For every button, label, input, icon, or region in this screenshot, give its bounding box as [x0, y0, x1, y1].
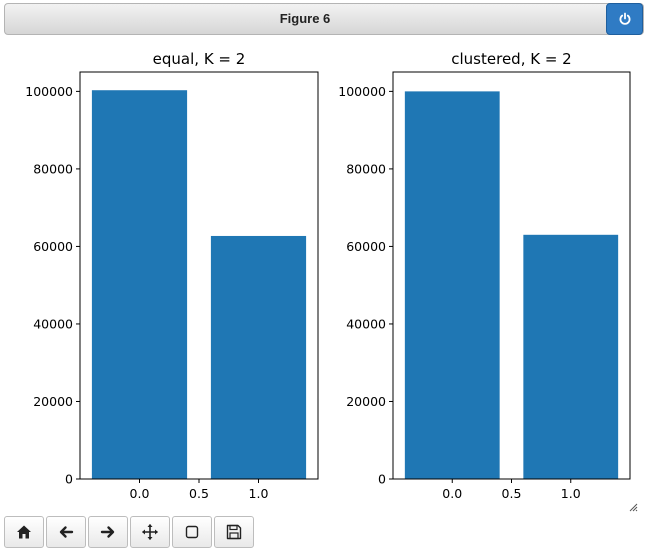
- zoom-button[interactable]: [172, 516, 212, 548]
- y-tick-label: 100000: [25, 84, 73, 99]
- move-icon: [142, 524, 158, 540]
- figure-canvas[interactable]: equal, K = 2 0 20000 40000 60000 80000 100000 0…: [0, 40, 654, 510]
- x-tick-label: 0.5: [502, 486, 522, 501]
- home-button[interactable]: [4, 516, 44, 548]
- y-tick-label: 20000: [346, 394, 386, 409]
- back-button[interactable]: [46, 516, 86, 548]
- y-tick-label: 0: [378, 472, 386, 487]
- zoom-rect-icon: [185, 525, 199, 539]
- arrow-left-icon: [59, 526, 74, 538]
- bar-1: [91, 90, 188, 480]
- resize-grip-icon[interactable]: [628, 502, 638, 512]
- arrow-right-icon: [100, 526, 115, 538]
- home-icon: [17, 525, 31, 539]
- pan-button[interactable]: [130, 516, 170, 548]
- bar-1: [404, 91, 500, 479]
- y-tick-label: 0: [65, 472, 73, 487]
- x-tick-label: 1.0: [249, 486, 269, 501]
- y-tick-label: 20000: [33, 394, 73, 409]
- x-tick-label: 0.0: [442, 486, 462, 501]
- y-tick-label: 40000: [33, 316, 73, 331]
- bar-2: [523, 234, 619, 479]
- y-tick-label: 80000: [33, 161, 73, 176]
- save-icon: [226, 524, 242, 540]
- x-tick-label: 0.5: [189, 486, 209, 501]
- y-tick-label: 60000: [33, 239, 73, 254]
- subplot-title: clustered, K = 2: [451, 50, 571, 68]
- forward-button[interactable]: [88, 516, 128, 548]
- close-figure-button[interactable]: [606, 3, 643, 35]
- x-tick-label: 0.0: [130, 486, 150, 501]
- y-tick-label: 40000: [346, 316, 386, 331]
- subplot-title: equal, K = 2: [153, 50, 246, 68]
- save-button[interactable]: [214, 516, 254, 548]
- figure-title: Figure 6: [279, 11, 331, 26]
- x-tick-label: 1.0: [561, 486, 581, 501]
- subplot-2: clustered, K = 2 0 20000 40000 60000 80000 100…: [338, 50, 631, 501]
- y-tick-label: 60000: [346, 239, 386, 254]
- bar-2: [210, 235, 307, 479]
- subplot-1: equal, K = 2 0 20000 40000 60000 80000 100000 0…: [25, 50, 319, 501]
- y-tick-label: 80000: [346, 161, 386, 176]
- y-tick-label: 100000: [338, 84, 386, 99]
- navigation-toolbar: [4, 516, 256, 550]
- figure-titlebar: Figure 6: [4, 3, 644, 35]
- power-icon: [619, 12, 630, 25]
